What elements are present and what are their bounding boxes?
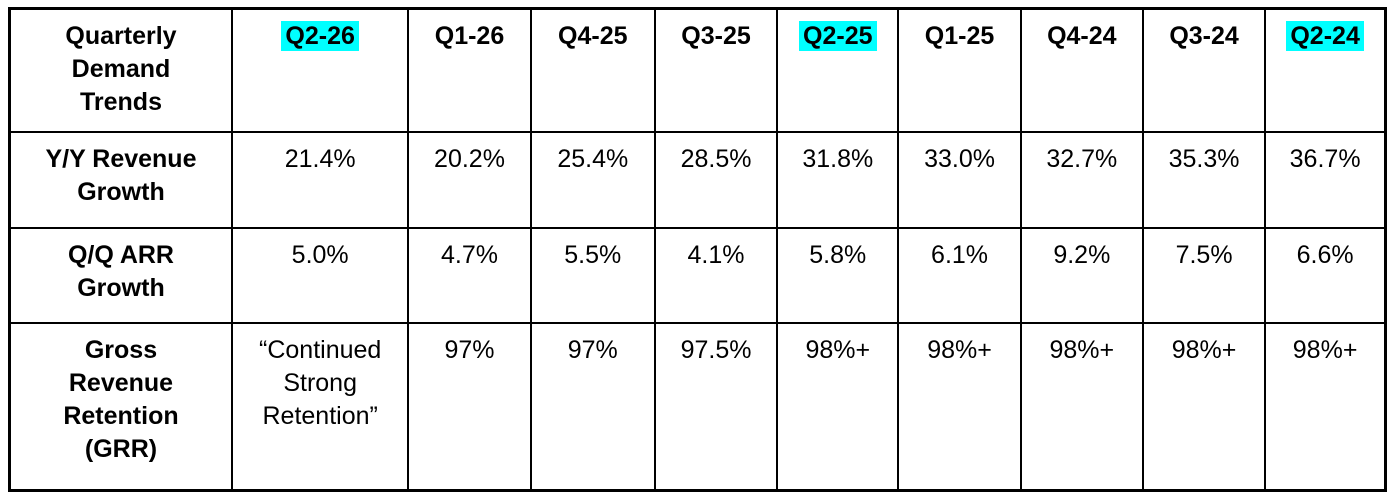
highlighted-quarter-label: Q2-24 bbox=[1286, 21, 1364, 51]
cell-value: 97% bbox=[529, 321, 656, 492]
col-header-q4-24: Q4-24 bbox=[1019, 7, 1144, 133]
row-label-yy-revenue-growth: Y/Y Revenue Growth bbox=[8, 130, 233, 229]
row-label-qq-arr-growth: Q/Q ARR Growth bbox=[8, 226, 233, 324]
quarterly-demand-trends-table: Quarterly Demand Trends Q2-26 Q1-26 Q4-2… bbox=[8, 7, 1387, 492]
cell-value: 6.6% bbox=[1264, 226, 1387, 324]
cell-value: 98%+ bbox=[1019, 321, 1144, 492]
quarter-label: Q3-25 bbox=[681, 22, 751, 50]
table-row-yy-revenue-growth: Y/Y Revenue Growth 21.4% 20.2% 25.4% 28.… bbox=[8, 130, 1387, 229]
cell-value: 36.7% bbox=[1264, 130, 1387, 229]
quarter-label: Q1-25 bbox=[924, 22, 995, 50]
cell-value: 28.5% bbox=[653, 130, 779, 229]
col-header-q4-25: Q4-25 bbox=[529, 7, 656, 133]
table-row-qq-arr-growth: Q/Q ARR Growth 5.0% 4.7% 5.5% 4.1% 5.8% … bbox=[8, 226, 1387, 324]
cell-value: 31.8% bbox=[776, 130, 900, 229]
cell-value: 98%+ bbox=[897, 321, 1022, 492]
cell-value: 35.3% bbox=[1141, 130, 1267, 229]
col-header-q3-25: Q3-25 bbox=[653, 7, 779, 133]
cell-value: 98%+ bbox=[1141, 321, 1267, 492]
cell-value: 21.4% bbox=[230, 130, 410, 229]
header-row: Quarterly Demand Trends Q2-26 Q1-26 Q4-2… bbox=[8, 7, 1387, 133]
col-header-q1-25: Q1-25 bbox=[897, 7, 1022, 133]
highlighted-quarter-label: Q2-25 bbox=[799, 21, 877, 51]
col-header-q3-24: Q3-24 bbox=[1141, 7, 1267, 133]
cell-value: 98%+ bbox=[776, 321, 900, 492]
table-title: Quarterly Demand Trends bbox=[8, 7, 233, 133]
table-row-gross-revenue-retention: Gross Revenue Retention (GRR) “Continued… bbox=[8, 321, 1387, 492]
cell-value: 7.5% bbox=[1141, 226, 1267, 324]
cell-value: 20.2% bbox=[407, 130, 532, 229]
cell-value: 25.4% bbox=[529, 130, 656, 229]
highlighted-quarter-label: Q2-26 bbox=[281, 21, 359, 51]
cell-value: 97% bbox=[407, 321, 532, 492]
quarter-label: Q3-24 bbox=[1169, 22, 1239, 50]
row-label-gross-revenue-retention: Gross Revenue Retention (GRR) bbox=[8, 321, 233, 492]
quarter-label: Q1-26 bbox=[434, 22, 505, 50]
cell-value: 5.8% bbox=[776, 226, 900, 324]
col-header-q2-24: Q2-24 bbox=[1264, 7, 1387, 133]
cell-value: 33.0% bbox=[897, 130, 1022, 229]
cell-value: 98%+ bbox=[1264, 321, 1387, 492]
cell-value: 9.2% bbox=[1019, 226, 1144, 324]
col-header-q1-26: Q1-26 bbox=[407, 7, 532, 133]
cell-value: 32.7% bbox=[1019, 130, 1144, 229]
cell-value: 97.5% bbox=[653, 321, 779, 492]
cell-value: 4.7% bbox=[407, 226, 532, 324]
quarter-label: Q4-24 bbox=[1047, 22, 1117, 50]
cell-value: 6.1% bbox=[897, 226, 1022, 324]
cell-value: 5.5% bbox=[529, 226, 656, 324]
cell-value-quote: “Continued Strong Retention” bbox=[230, 321, 410, 492]
col-header-q2-25: Q2-25 bbox=[776, 7, 900, 133]
cell-value: 5.0% bbox=[230, 226, 410, 324]
quarter-label: Q4-25 bbox=[558, 22, 628, 50]
cell-value: 4.1% bbox=[653, 226, 779, 324]
col-header-q2-26: Q2-26 bbox=[230, 7, 410, 133]
